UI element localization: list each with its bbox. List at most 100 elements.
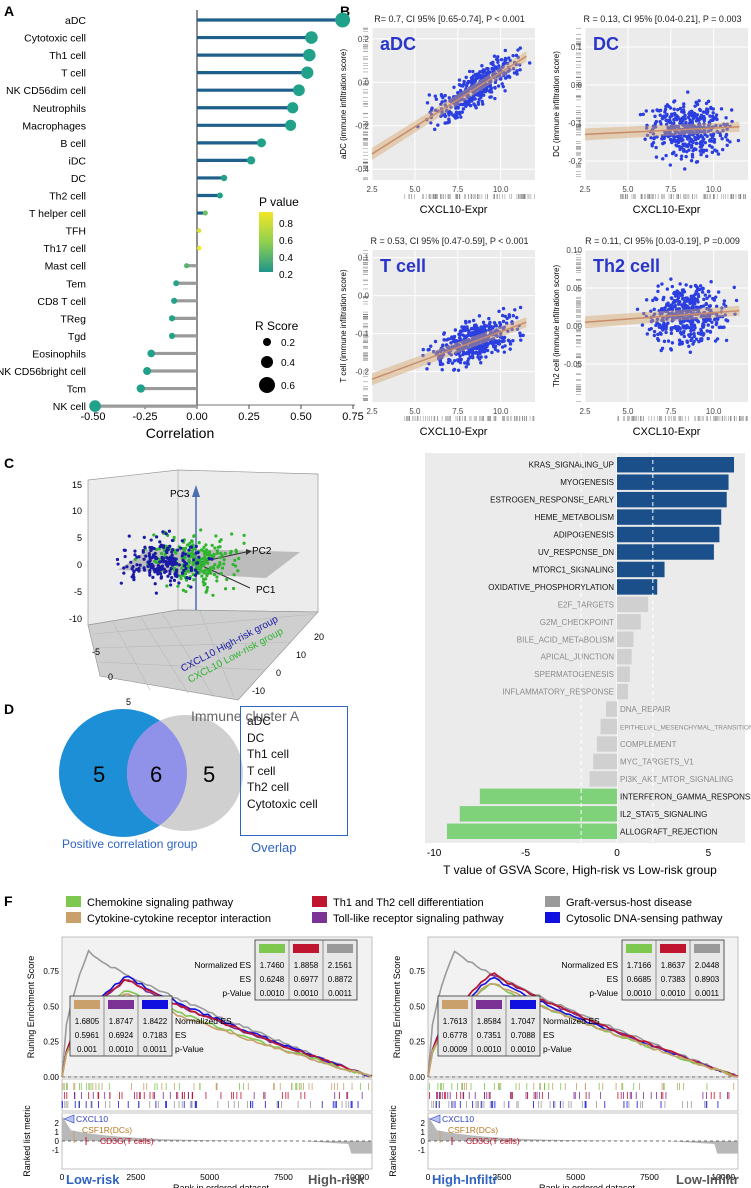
r-legend-title: R Score — [255, 319, 299, 333]
pca-high-point — [180, 554, 184, 558]
scatter-point — [702, 297, 706, 302]
pca-low-point — [208, 571, 213, 575]
legend-swatch — [545, 912, 560, 923]
scatter-point — [439, 93, 444, 97]
scatter-point — [725, 122, 729, 127]
y-tick-label: -0.1 — [355, 330, 369, 339]
pca-high-point — [168, 544, 172, 548]
scatter-point — [722, 299, 727, 303]
table-color-chip — [327, 944, 353, 953]
gsea-ylabel: Runing Enrichment Score — [26, 956, 36, 1059]
gsva-bar — [459, 806, 617, 822]
pca-low-point — [215, 551, 220, 555]
pca-high-point — [155, 568, 159, 572]
scatter-point — [518, 46, 523, 50]
gsea-x-tick: 7500 — [640, 1172, 659, 1182]
table-color-chip — [694, 944, 720, 953]
gsea-curve — [61, 978, 373, 1078]
scatter-point — [480, 76, 484, 81]
scatter-point — [477, 314, 482, 318]
scatter-point — [501, 64, 505, 69]
scatter-point — [661, 141, 665, 146]
x-tick-label: 7.5 — [452, 407, 464, 416]
pca-low-point — [187, 558, 191, 563]
cell-type-label: NK cell — [53, 401, 86, 413]
scatter-point — [734, 298, 739, 303]
scatter-point — [496, 349, 500, 353]
pca-high-point — [134, 567, 139, 572]
scatter-point — [651, 140, 656, 145]
scatter-point — [725, 138, 730, 142]
gsva-bar — [606, 701, 617, 717]
pca-high-point — [181, 551, 185, 555]
gsva-label: ESTROGEN_RESPONSE_EARLY — [490, 496, 615, 505]
table-value: 0.7383 — [661, 975, 686, 984]
cell-type-label: aDC — [65, 15, 86, 27]
scatter-point — [488, 80, 493, 85]
scatter-point — [658, 113, 662, 117]
scatter-point — [433, 339, 438, 344]
scatter-point — [457, 92, 462, 97]
pca-high-point — [125, 565, 129, 569]
x-tick-label: 2.5 — [366, 407, 378, 416]
scatter-point — [690, 316, 694, 320]
scatter-point — [697, 122, 701, 127]
x-tick-label: 5.0 — [409, 185, 421, 194]
scatter-point — [690, 296, 694, 300]
x-tick-label: -0.25 — [132, 411, 157, 423]
scatter-point — [680, 122, 684, 126]
table-value: 0.0011 — [695, 989, 719, 998]
scatter-point — [683, 167, 687, 171]
pca-high-point — [195, 570, 199, 575]
table-row-label: ES — [607, 974, 619, 984]
cell-type-label: TReg — [60, 313, 86, 325]
scatter-point — [507, 315, 512, 319]
table-value: 1.8422 — [143, 1017, 168, 1026]
scatter-point — [508, 58, 512, 63]
scatter-point — [503, 48, 508, 53]
table-row-label: p-Value — [175, 1044, 204, 1054]
scatter-point — [472, 331, 477, 336]
table-value: 0.0010 — [294, 989, 319, 998]
scatter-point — [470, 327, 475, 331]
scatter-point — [676, 325, 680, 329]
panel-label-d: D — [4, 701, 14, 717]
scatter-point — [696, 130, 701, 134]
fit-line — [371, 321, 527, 380]
p-legend-tick: 0.6 — [279, 236, 293, 247]
scatter-point — [708, 121, 712, 126]
scatter-point — [433, 94, 438, 98]
p-legend-title: P value — [259, 195, 299, 209]
scatter-point — [691, 140, 695, 145]
scatter-point — [656, 321, 660, 326]
table-value: 0.0011 — [328, 989, 352, 998]
scatter-point — [688, 334, 692, 339]
scatter-point — [661, 136, 665, 141]
pca-high-point — [188, 576, 192, 581]
scatter-point — [457, 83, 462, 87]
scatter-point — [682, 102, 686, 106]
pc2-label: PC2 — [252, 546, 272, 557]
pca-high-point — [154, 591, 158, 595]
pca-high-point — [210, 557, 214, 561]
scatter-point — [443, 93, 447, 98]
scatter-point — [662, 339, 667, 344]
scatter-point — [686, 310, 691, 314]
scatter-point — [470, 83, 475, 88]
scatter-point — [695, 288, 699, 293]
lollipop-dot — [305, 31, 318, 44]
scatter-point — [673, 303, 677, 308]
scatter-point — [466, 79, 471, 84]
scatter-point — [471, 69, 475, 74]
pca-low-point — [231, 562, 235, 567]
scatter-point — [705, 108, 709, 112]
pca-low-point — [223, 587, 228, 591]
scatter-point — [688, 136, 692, 140]
panel-label-b: B — [340, 3, 350, 19]
gsea-y-tick: 0.75 — [43, 967, 59, 976]
scatter-point — [481, 93, 486, 97]
pca-low-point — [202, 549, 206, 553]
table-color-chip — [259, 944, 285, 953]
scatter-point — [707, 139, 712, 143]
scatter-point — [674, 307, 679, 311]
